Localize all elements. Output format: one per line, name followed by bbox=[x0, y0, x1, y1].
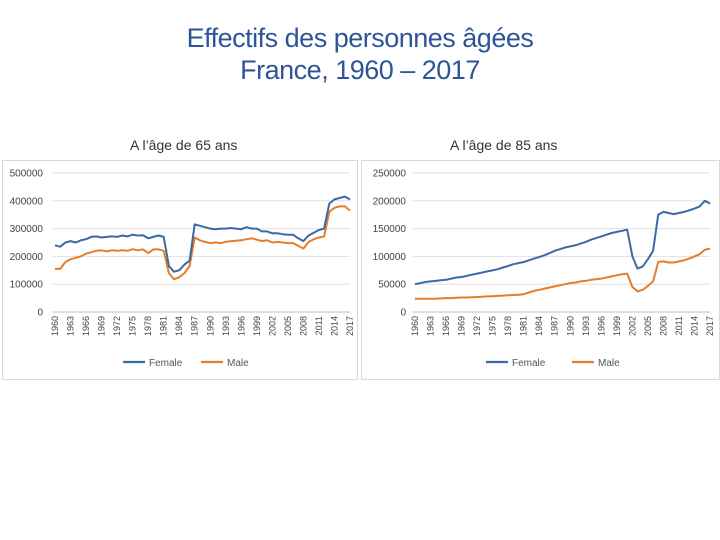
x-tick-label: 2017 bbox=[705, 316, 715, 336]
x-tick-label: 1978 bbox=[143, 316, 153, 336]
x-tick-label: 1984 bbox=[174, 316, 184, 336]
x-tick-label: 2011 bbox=[674, 316, 684, 335]
x-tick-label: 1981 bbox=[519, 316, 529, 336]
x-tick-label: 1996 bbox=[236, 316, 246, 336]
series-line-female bbox=[54, 195, 351, 273]
chart-65-svg: 0 100000 200000 300000 400000 500000 1960 1963 1… bbox=[10, 169, 355, 370]
legend-label-male: Male bbox=[227, 358, 249, 369]
x-tick-label: 1984 bbox=[534, 316, 544, 336]
x-tick-label: 1993 bbox=[581, 316, 591, 336]
chart-panel-65: 0 100000 200000 300000 400000 500000 1960 1963 1… bbox=[2, 160, 358, 380]
series-line-female bbox=[414, 199, 711, 286]
x-tick-label: 2008 bbox=[298, 316, 308, 336]
x-tick-label: 1969 bbox=[97, 316, 107, 336]
x-tick-label: 1972 bbox=[472, 316, 482, 336]
x-tick-label: 2008 bbox=[658, 316, 668, 336]
y-tick-label: 100000 bbox=[373, 252, 407, 263]
x-tick-label: 1987 bbox=[190, 316, 200, 336]
main-title-line-1: Effectifs des personnes âgées bbox=[186, 23, 534, 53]
x-tick-label: 2002 bbox=[627, 316, 637, 336]
x-tick-label: 1978 bbox=[503, 316, 513, 336]
x-tick-label: 2005 bbox=[283, 316, 293, 336]
series-line-male bbox=[415, 247, 711, 300]
y-tick-label: 400000 bbox=[10, 196, 44, 207]
x-tick-label: 1969 bbox=[457, 316, 467, 336]
x-tick-label: 1990 bbox=[565, 316, 575, 336]
x-tick-label: 1966 bbox=[441, 316, 451, 336]
x-tick-label: 1966 bbox=[81, 316, 91, 336]
y-tick-label: 500000 bbox=[10, 169, 44, 180]
x-tick-label: 1963 bbox=[426, 316, 436, 336]
series-line-male bbox=[55, 205, 351, 281]
y-tick-label: 50000 bbox=[378, 280, 406, 291]
legend-label-male: Male bbox=[598, 358, 620, 369]
main-title-line-2: France, 1960 – 2017 bbox=[240, 55, 480, 85]
x-tick-label: 1960 bbox=[410, 316, 420, 336]
y-tick-label: 250000 bbox=[373, 169, 407, 180]
y-tick-label: 200000 bbox=[10, 252, 44, 263]
legend-label-female: Female bbox=[512, 358, 546, 369]
y-tick-label: 150000 bbox=[373, 224, 407, 235]
chart-1-subtitle: A l’âge de 65 ans bbox=[130, 137, 238, 153]
x-tick-label: 2011 bbox=[314, 316, 324, 335]
x-tick-label: 1999 bbox=[612, 316, 622, 336]
x-tick-label: 2017 bbox=[345, 316, 355, 336]
x-tick-label: 1993 bbox=[221, 316, 231, 336]
x-tick-label: 1999 bbox=[252, 316, 262, 336]
x-tick-label: 1960 bbox=[50, 316, 60, 336]
x-tick-label: 1996 bbox=[596, 316, 606, 336]
x-tick-label: 2002 bbox=[267, 316, 277, 336]
y-tick-label: 300000 bbox=[10, 224, 44, 235]
x-tick-label: 1981 bbox=[159, 316, 169, 336]
y-tick-label: 100000 bbox=[10, 280, 44, 291]
x-tick-label: 1987 bbox=[550, 316, 560, 336]
chart-2-subtitle: A l’âge de 85 ans bbox=[450, 137, 558, 153]
x-tick-label: 2005 bbox=[643, 316, 653, 336]
x-tick-label: 1990 bbox=[205, 316, 215, 336]
x-tick-label: 1975 bbox=[128, 316, 138, 336]
x-tick-label: 2014 bbox=[329, 316, 339, 336]
y-tick-label: 0 bbox=[37, 308, 43, 319]
chart-panel-85: 0 50000 100000 150000 200000 250000 1960 1963 19… bbox=[361, 160, 720, 380]
legend-label-female: Female bbox=[149, 358, 183, 369]
x-tick-label: 1963 bbox=[66, 316, 76, 336]
x-tick-label: 1972 bbox=[112, 316, 122, 336]
y-tick-label: 200000 bbox=[373, 196, 407, 207]
x-tick-label: 1975 bbox=[488, 316, 498, 336]
y-tick-label: 0 bbox=[400, 308, 406, 319]
x-tick-label: 2014 bbox=[689, 316, 699, 336]
chart-85-svg: 0 50000 100000 150000 200000 250000 1960 1963 19… bbox=[373, 169, 715, 370]
